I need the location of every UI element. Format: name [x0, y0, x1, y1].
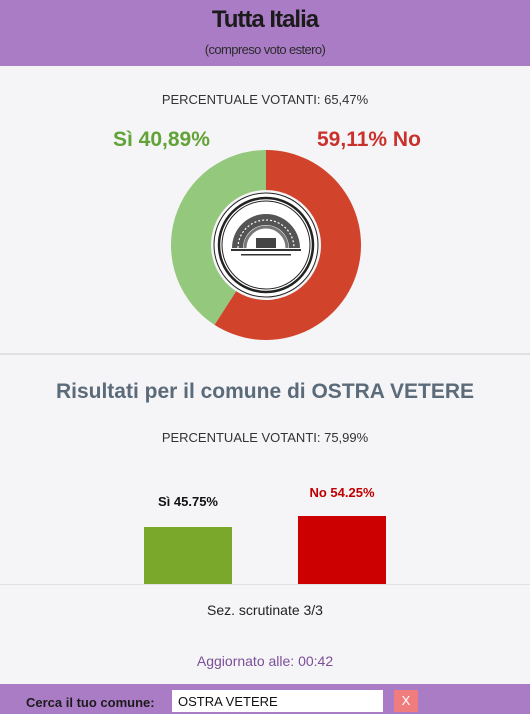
bars-divider: [0, 584, 530, 585]
comune-turnout: PERCENTUALE VOTANTI: 75,99%: [161, 430, 369, 445]
search-input[interactable]: [172, 690, 383, 712]
last-updated: Aggiornato alle: 00:42: [196, 653, 334, 669]
clear-search-button[interactable]: X: [394, 690, 418, 712]
national-turnout: PERCENTUALE VOTANTI: 65,47%: [161, 92, 369, 107]
section-divider: [0, 353, 530, 355]
donut-slice-yes: [171, 150, 266, 325]
comune-yes-label: Sì 45.75%: [158, 494, 218, 509]
comune-no-label: No 54.25%: [309, 485, 375, 500]
comune-results-title: Risultati per il comune di OSTRA VETERE: [55, 380, 475, 403]
comune-no-bar: [298, 516, 386, 584]
national-no-percent: 59,11% No: [317, 128, 421, 151]
national-yes-percent: Sì 40,89%: [113, 128, 210, 151]
header-bar: Tutta Italia (compreso voto estero): [0, 0, 530, 66]
sections-counted: Sez. scrutinate 3/3: [207, 602, 323, 618]
page-subtitle: (compreso voto estero): [204, 42, 326, 57]
national-results-donut: [171, 150, 361, 340]
page-title: Tutta Italia: [211, 6, 319, 33]
comune-yes-bar: [144, 526, 232, 584]
parliament-emblem: [213, 192, 319, 298]
donut-slice-no: [214, 150, 361, 340]
search-label: Cerca il tuo comune:: [26, 695, 155, 710]
